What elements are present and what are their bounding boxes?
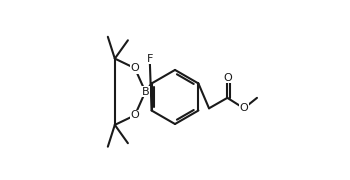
Text: O: O [131,110,139,120]
Text: O: O [223,73,232,83]
Text: B: B [141,87,149,97]
Text: O: O [131,63,139,73]
Text: F: F [147,54,153,64]
Text: O: O [239,103,248,113]
